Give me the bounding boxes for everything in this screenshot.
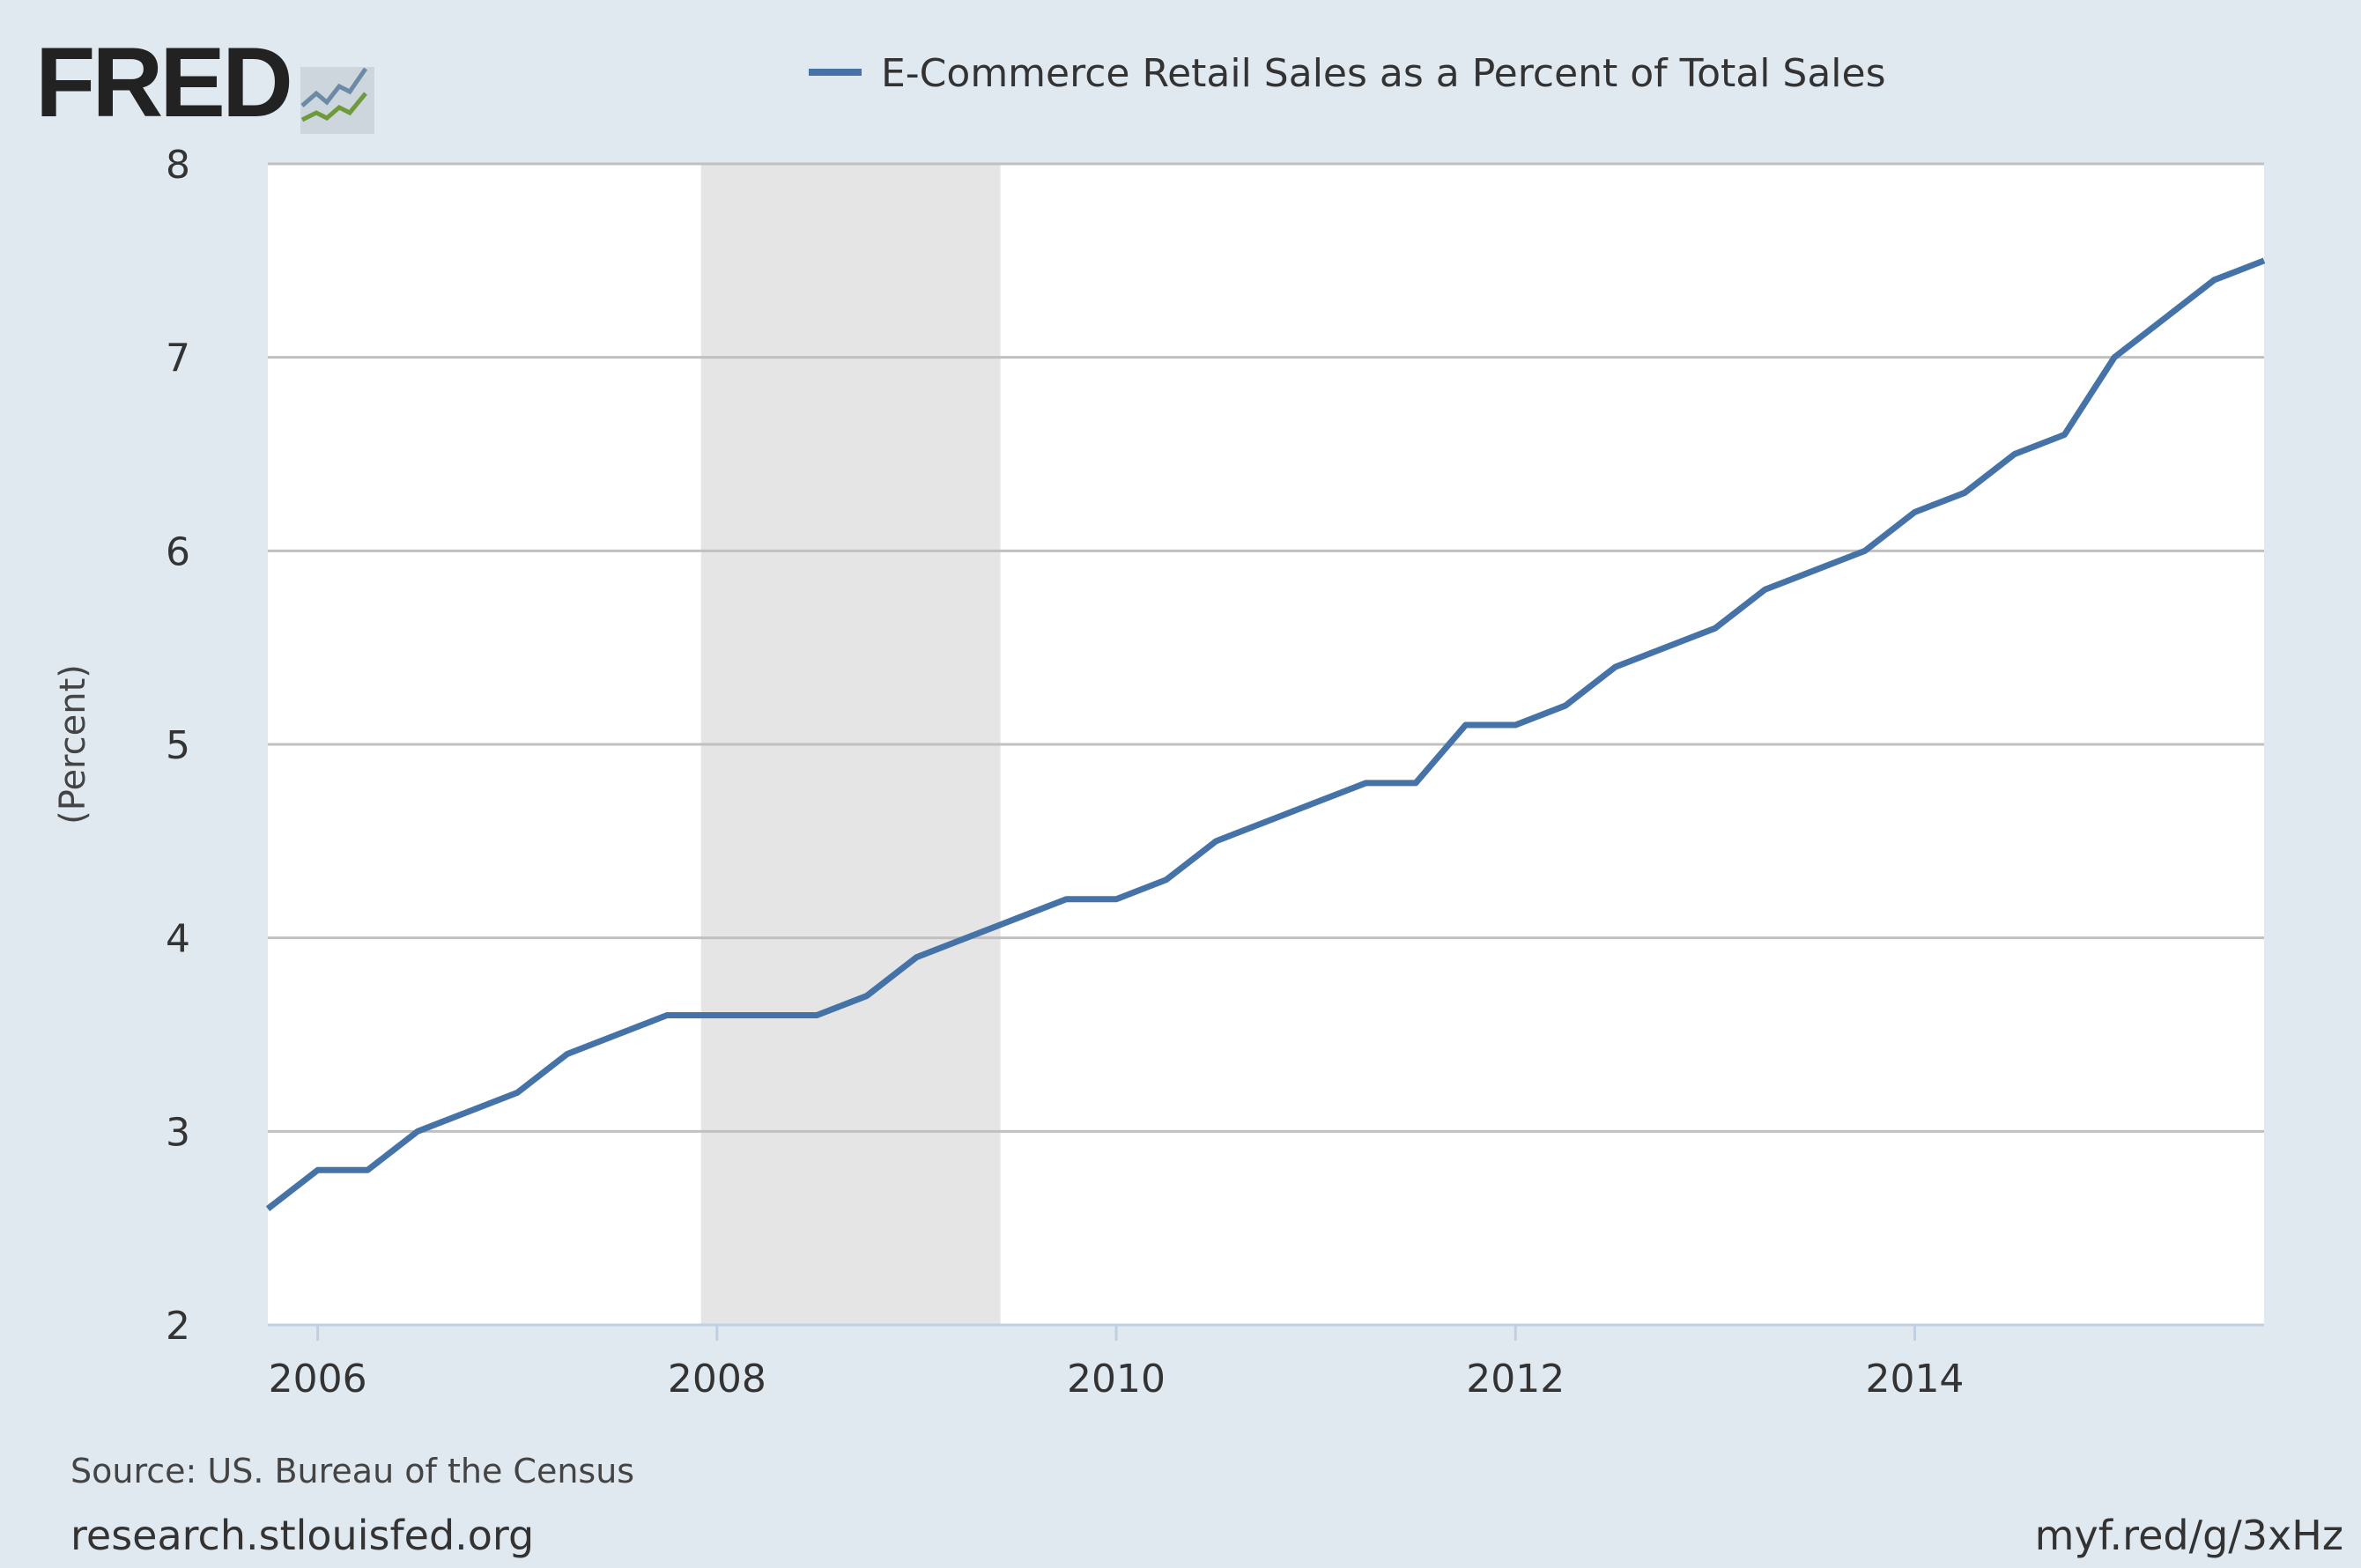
y-tick-label: 3 <box>166 1110 190 1155</box>
site-link[interactable]: research.stlouisfed.org <box>70 1512 535 1559</box>
y-tick-label: 5 <box>166 723 190 768</box>
y-axis-label: (Percent) <box>53 664 93 825</box>
chart: E-Commerce Retail Sales as a Percent of … <box>53 51 2266 1402</box>
x-tick-label: 2006 <box>269 1357 367 1402</box>
legend-label: E-Commerce Retail Sales as a Percent of … <box>881 51 1886 96</box>
source-note: Source: US. Bureau of the Census <box>70 1452 635 1490</box>
logo-text: FRED <box>35 27 293 137</box>
y-tick-label: 8 <box>166 143 190 188</box>
y-tick-label: 6 <box>166 529 190 574</box>
x-tick-label: 2014 <box>1865 1357 1964 1402</box>
logo-chart-icon <box>300 67 374 134</box>
x-tick-label: 2012 <box>1466 1357 1565 1402</box>
y-tick-label: 7 <box>166 337 190 381</box>
short-url-link[interactable]: myf.red/g/3xHz <box>2034 1512 2343 1559</box>
x-tick-label: 2010 <box>1067 1357 1166 1402</box>
y-tick-label: 2 <box>166 1304 190 1349</box>
legend: E-Commerce Retail Sales as a Percent of … <box>809 51 1886 96</box>
x-tick-label: 2008 <box>668 1357 766 1402</box>
fred-logo: FRED <box>35 27 376 137</box>
y-tick-label: 4 <box>166 917 190 962</box>
series-line <box>265 257 2266 1211</box>
